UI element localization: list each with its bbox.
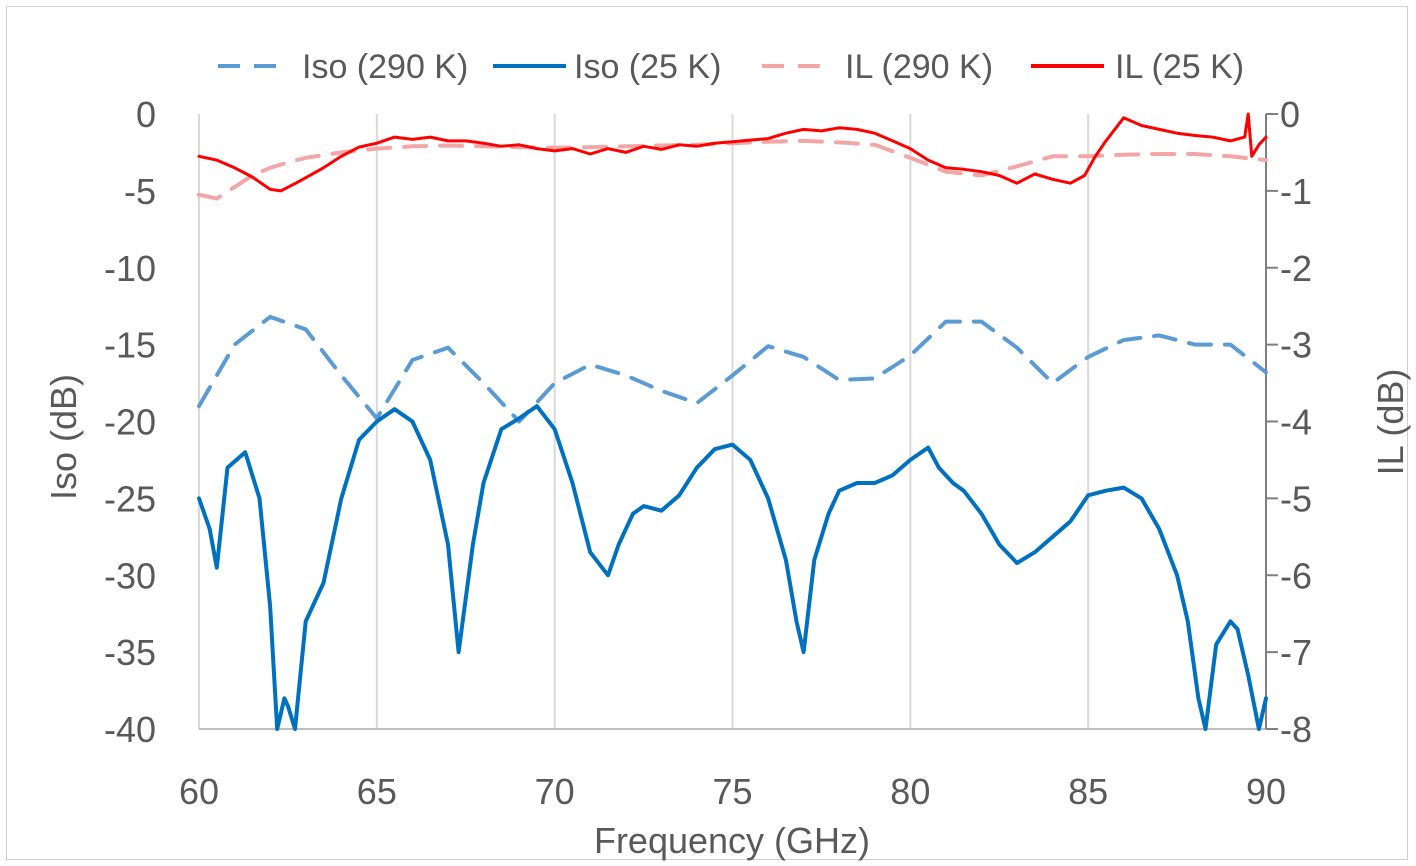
legend-label: Iso (290 K) bbox=[302, 48, 468, 86]
y-right-tick-label: -8 bbox=[1280, 709, 1312, 750]
x-tick-label: 70 bbox=[535, 771, 575, 812]
y-right-tick-label: 0 bbox=[1280, 94, 1300, 135]
x-tick-label: 60 bbox=[179, 771, 219, 812]
y-right-tick-label: -6 bbox=[1280, 555, 1312, 596]
y-left-tick-label: -5 bbox=[124, 171, 156, 212]
plot-series bbox=[197, 112, 1268, 731]
x-tick-label: 85 bbox=[1068, 771, 1108, 812]
y-left-tick-label: -25 bbox=[104, 478, 156, 519]
y-right-tick-label: -7 bbox=[1280, 632, 1312, 673]
y-left-axis-title: Iso (dB) bbox=[43, 374, 84, 500]
y-left-tick-labels: 0 -5 -10 -15 -20 -25 -30 -35 -40 bbox=[104, 94, 156, 750]
y-right-axis-title: IL (dB) bbox=[1370, 369, 1411, 476]
series-line-iso-290-k bbox=[197, 314, 1268, 424]
series-line-iso-25-k bbox=[197, 404, 1268, 731]
y-left-tick-label: -40 bbox=[104, 709, 156, 750]
chart-frame bbox=[6, 6, 1408, 860]
x-tick-labels: 60 65 70 75 80 85 90 bbox=[179, 771, 1286, 812]
x-tick-label: 65 bbox=[357, 771, 397, 812]
x-tick-label: 75 bbox=[712, 771, 752, 812]
grid-lines bbox=[198, 114, 1267, 729]
y-left-tick-label: -35 bbox=[104, 632, 156, 673]
legend: Iso (290 K) Iso (25 K) IL (290 K) IL (25 K) bbox=[218, 48, 1244, 86]
legend-label: IL (290 K) bbox=[845, 48, 993, 86]
y-left-tick-label: -15 bbox=[104, 325, 156, 366]
x-tick-label: 80 bbox=[890, 771, 930, 812]
y-right-tick-label: -1 bbox=[1280, 171, 1312, 212]
y-right-tick-label: -4 bbox=[1280, 402, 1312, 443]
y-left-tick-label: -20 bbox=[104, 402, 156, 443]
y-right-tick-label: -2 bbox=[1280, 248, 1312, 289]
right-axis-tick-marks bbox=[1266, 113, 1278, 730]
x-tick-label: 90 bbox=[1246, 771, 1286, 812]
y-right-tick-label: -3 bbox=[1280, 325, 1312, 366]
y-right-tick-label: -5 bbox=[1280, 478, 1312, 519]
y-left-tick-label: -10 bbox=[104, 248, 156, 289]
legend-label: IL (25 K) bbox=[1115, 48, 1244, 86]
y-left-tick-label: -30 bbox=[104, 555, 156, 596]
series-line-il-25-k bbox=[197, 112, 1268, 193]
legend-label: Iso (25 K) bbox=[574, 48, 721, 86]
y-right-tick-labels: 0 -1 -2 -3 -4 -5 -6 -7 -8 bbox=[1280, 94, 1312, 750]
x-axis-title: Frequency (GHz) bbox=[594, 820, 870, 861]
y-left-tick-label: 0 bbox=[136, 94, 156, 135]
